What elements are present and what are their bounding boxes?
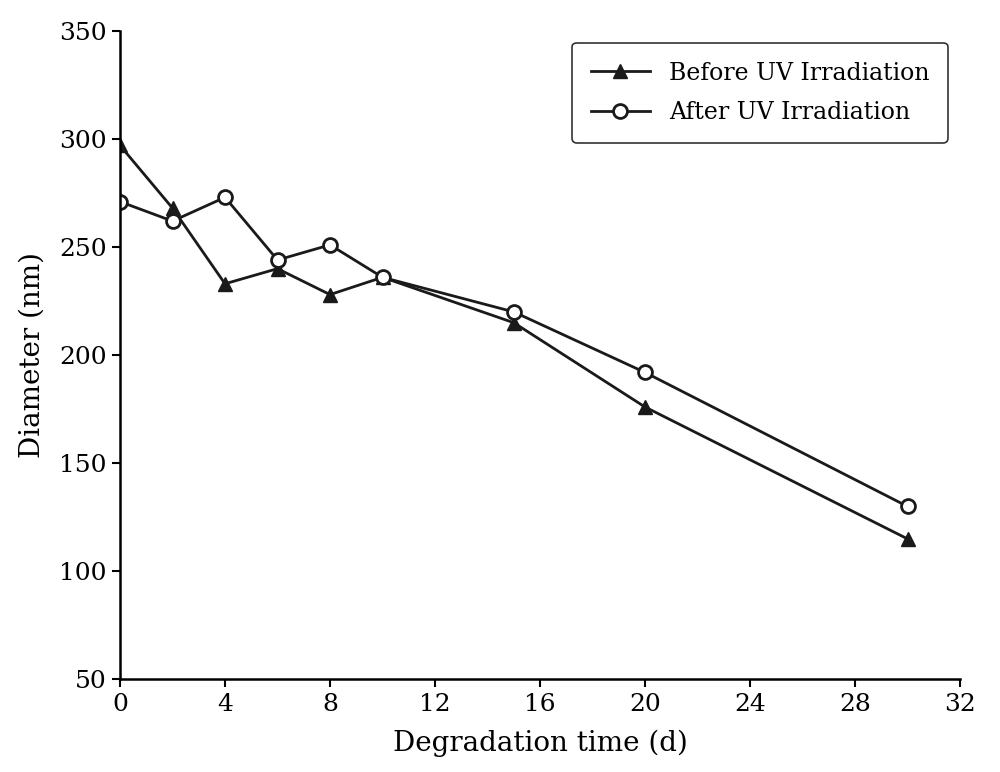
Legend: Before UV Irradiation, After UV Irradiation: Before UV Irradiation, After UV Irradiat…	[572, 42, 948, 143]
Before UV Irradiation	[166, 204, 179, 213]
Before UV Irradiation	[639, 402, 651, 411]
Line: Before UV Irradiation: Before UV Irradiation	[113, 138, 914, 546]
After UV Irradiation	[166, 216, 179, 225]
After UV Irradiation	[508, 307, 520, 317]
Before UV Irradiation	[508, 318, 520, 327]
Before UV Irradiation	[376, 273, 388, 282]
After UV Irradiation	[114, 197, 126, 206]
X-axis label: Degradation time (d): Degradation time (d)	[393, 730, 687, 757]
After UV Irradiation	[219, 193, 231, 202]
Before UV Irradiation	[114, 141, 126, 150]
After UV Irradiation	[272, 256, 284, 265]
Before UV Irradiation	[902, 534, 914, 543]
Before UV Irradiation	[219, 279, 231, 289]
Line: After UV Irradiation: After UV Irradiation	[113, 191, 914, 513]
After UV Irradiation	[376, 273, 388, 282]
Y-axis label: Diameter (nm): Diameter (nm)	[18, 252, 45, 458]
After UV Irradiation	[324, 240, 336, 249]
Before UV Irradiation	[324, 290, 336, 300]
After UV Irradiation	[902, 502, 914, 511]
Before UV Irradiation	[272, 264, 284, 273]
After UV Irradiation	[639, 367, 651, 377]
